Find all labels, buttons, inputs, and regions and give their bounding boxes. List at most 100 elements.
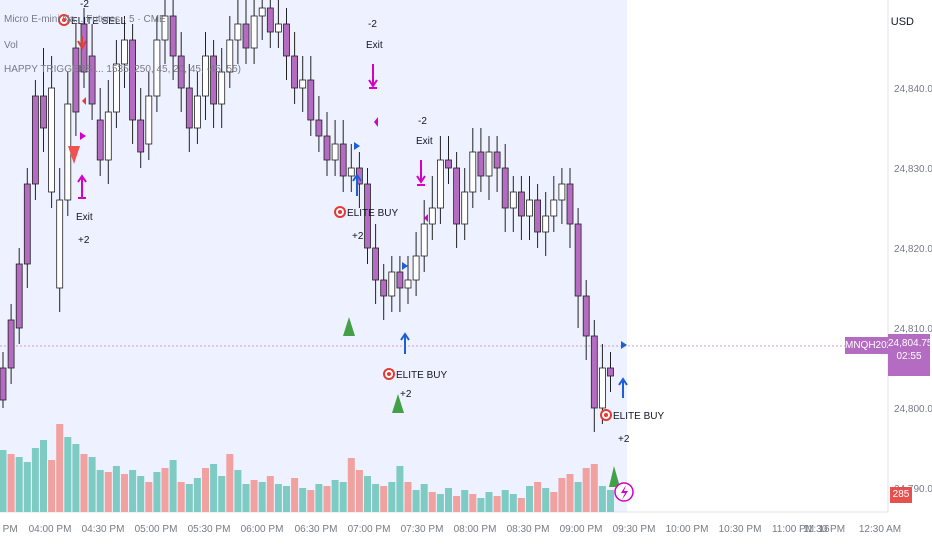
candle-body [372, 247, 380, 281]
candle-body [72, 47, 80, 113]
volume-bar [274, 484, 282, 512]
candle-body [96, 119, 104, 161]
marker-left-3 [424, 214, 428, 222]
volume-bar [7, 454, 15, 512]
x-tick-label: 06:00 PM [241, 524, 284, 535]
volume-bar [80, 454, 88, 512]
plus2-label-2: +2 [352, 231, 364, 242]
candle-body [250, 15, 258, 49]
volume-bar [299, 488, 307, 512]
volume-bar [517, 498, 525, 512]
volume-bar [177, 482, 185, 512]
volume-bar [64, 437, 72, 512]
legend-volume[interactable]: Vol [4, 40, 18, 51]
candle-body [210, 55, 218, 105]
candle-body [404, 279, 412, 289]
volume-bar [226, 454, 234, 512]
candle-body [396, 271, 404, 289]
volume-bar [469, 494, 477, 512]
volume-bar [445, 488, 452, 512]
volume-bar [258, 482, 266, 512]
volume-bar [493, 496, 501, 512]
volume-bar [104, 472, 112, 512]
volume-bar [331, 480, 339, 512]
volume-bar [0, 450, 7, 512]
sell-triangle-down [68, 146, 80, 164]
exit-label-2: Exit [366, 40, 383, 51]
candle-body [218, 71, 226, 105]
candle-body [129, 39, 137, 121]
volume-bar [436, 494, 444, 512]
volume-bar [574, 482, 582, 512]
x-tick-label: 06:30 PM [295, 524, 338, 535]
exit-arrow-down-2 [368, 64, 378, 89]
candle-body [177, 55, 185, 89]
volume-bar [161, 468, 169, 512]
volume-bar [202, 468, 209, 512]
buy-triangle-up-1 [343, 317, 355, 336]
volume-bar [534, 482, 542, 512]
volume-bar [266, 476, 274, 512]
candle-body [477, 151, 485, 177]
volume-bar [185, 484, 193, 512]
volume-bar [590, 464, 598, 512]
x-tick-label: 10:00 PM [666, 524, 709, 535]
minus2-label-1: -2 [80, 0, 89, 10]
candles [0, 0, 614, 432]
candle-body [445, 159, 452, 169]
x-tick-label: 09:00 PM [560, 524, 603, 535]
legend-indicator[interactable]: HAPPY TRIGGERS ... 1535, 250, 45, 20, 45… [4, 64, 241, 75]
elite-sell-icon-dot [62, 18, 66, 22]
candle-body [428, 207, 436, 225]
symbol-tag: MNQH2026 [845, 337, 898, 354]
volume-bar [566, 474, 574, 512]
exit-label-1: Exit [76, 212, 93, 223]
y-tick-label: 24,830.00 [894, 164, 932, 175]
plus2-label-4: +2 [618, 434, 630, 445]
plus2-label-3: +2 [400, 389, 412, 400]
volume-bar [218, 476, 226, 512]
candle-body [242, 23, 250, 49]
volume-bar [15, 457, 23, 512]
volume-bar [137, 476, 145, 512]
volume-bar [31, 448, 39, 512]
volume-bar [339, 482, 347, 512]
volume-bar [598, 486, 606, 512]
candle-body [185, 87, 193, 129]
candle-body [526, 199, 533, 217]
volume-bar [210, 464, 218, 512]
x-tick-label: 05:00 PM [135, 524, 178, 535]
candle-body [169, 15, 177, 57]
candle-body [32, 95, 39, 185]
candle-body [56, 199, 64, 289]
candle-body [574, 223, 582, 297]
y-tick-label: 24,820.00 [894, 244, 932, 255]
exit-arrow-down-3 [416, 160, 426, 186]
candle-body [0, 367, 7, 401]
currency-label[interactable]: USD [890, 16, 914, 28]
volume-bar [347, 458, 355, 512]
elite-buy-icon-1-dot [338, 210, 342, 214]
candle-body [121, 39, 128, 65]
x-tick-label: 07:30 PM [401, 524, 444, 535]
volume-bar [250, 480, 258, 512]
x-tick-label: 07:00 PM [348, 524, 391, 535]
volume-bar [48, 460, 56, 512]
candle-body [291, 55, 299, 89]
volume-bar [40, 440, 47, 512]
signal-annotations: ELITE SELL -2 Exit +2 -2 Exit ELITE BUY … [58, 0, 664, 502]
volume-bar [112, 466, 120, 512]
candle-body [485, 151, 493, 177]
marker-right-3 [402, 262, 408, 270]
marker-right-2 [354, 142, 360, 150]
volume-bar [242, 484, 250, 512]
volume-bar [145, 482, 153, 512]
candle-body [590, 335, 598, 409]
candle-body [364, 183, 371, 249]
legend-symbol[interactable]: Micro E-mini Na... Futures · 5 · CME [4, 14, 166, 25]
buy-triangle-up-3 [609, 466, 620, 487]
volume-bar [453, 496, 461, 512]
elite-buy-icon-2-dot [387, 372, 391, 376]
last-price-tag: 24,804.75 02:55 [888, 334, 932, 376]
